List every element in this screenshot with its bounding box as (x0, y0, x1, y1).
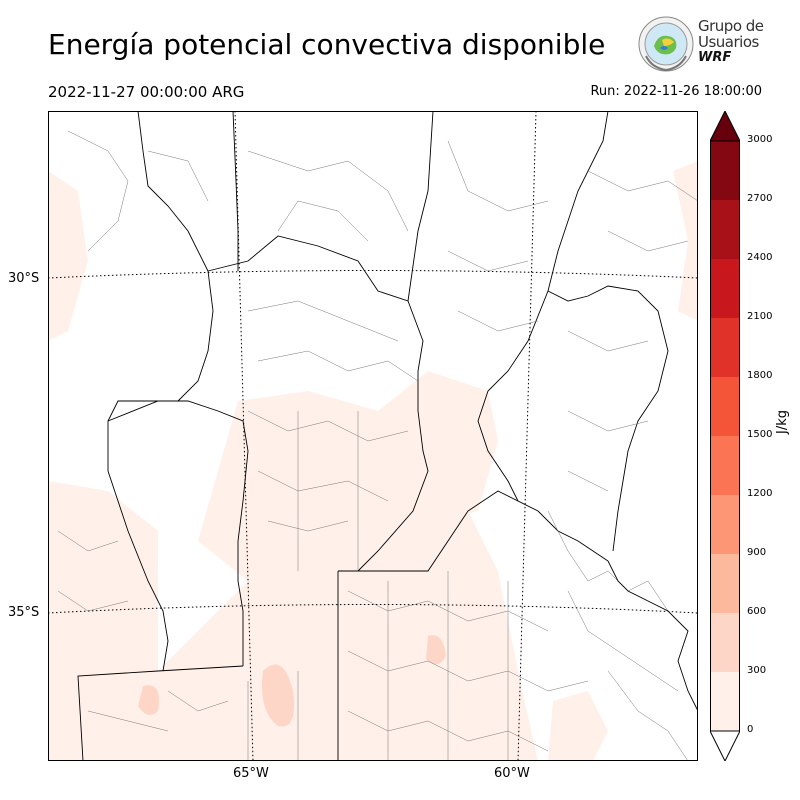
colorbar (710, 111, 740, 761)
meridian-60w (517, 111, 537, 761)
page-title: Energía potencial convectiva disponible (48, 28, 606, 61)
run-time: Run: 2022-11-26 18:00:00 (590, 84, 762, 99)
map-panel (48, 111, 698, 761)
logo-text-line1: Grupo de (698, 17, 764, 35)
cape-area-northwest (48, 171, 88, 341)
cape-area-southwest (48, 511, 538, 761)
colorbar-bin (710, 318, 740, 377)
cape-patch-3 (426, 635, 446, 665)
cape-patch-1 (262, 664, 294, 727)
colorbar-bin (710, 495, 740, 554)
logo: Grupo de Usuarios WRF (638, 16, 768, 72)
coastline (607, 560, 698, 712)
colorbar-unit-label: J/kg (775, 410, 790, 434)
department-boundaries (57, 130, 698, 761)
colorbar-extend-max (710, 111, 740, 142)
colorbar-tick-label: 0 (747, 724, 754, 735)
colorbar-tick-label: 1200 (747, 488, 773, 499)
lon-label-60w: 60°W (494, 766, 530, 781)
lat-label-35s: 35°S (8, 605, 40, 620)
cape-patch-2 (138, 685, 159, 715)
colorbar-bin (710, 259, 740, 318)
cape-shading (48, 161, 698, 761)
colorbar-tick-label: 300 (747, 665, 767, 676)
parallel-30s (48, 270, 698, 279)
colorbar-tick-label: 1800 (747, 370, 773, 381)
cape-area-northeast (673, 161, 698, 321)
cape-area-west (48, 481, 158, 671)
lon-label-65w: 65°W (233, 766, 269, 781)
colorbar-bin (710, 200, 740, 259)
colorbar-tick-label: 2700 (747, 193, 773, 204)
logo-text-wrf: WRF (698, 50, 732, 65)
cape-area-southeast (548, 691, 608, 761)
colorbar-tick-label: 600 (747, 606, 767, 617)
colorbar-bin (710, 141, 740, 200)
logo-text-line2: Usuarios (698, 33, 759, 51)
colorbar-tick-label: 2400 (747, 252, 773, 263)
logo-emblem-icon (638, 16, 694, 72)
colorbar-bin (710, 672, 740, 731)
meridian-65w (234, 111, 254, 761)
province-boundaries (77, 111, 669, 761)
lat-label-30s: 30°S (8, 271, 40, 286)
graticule (48, 111, 698, 761)
colorbar-bin (710, 377, 740, 436)
colorbar-tick-label: 3000 (747, 134, 773, 145)
cape-shading-300 (138, 635, 446, 727)
colorbar-tick-label: 1500 (747, 429, 773, 440)
valid-time: 2022-11-27 00:00:00 ARG (48, 83, 245, 101)
colorbar-tick-label: 900 (747, 547, 767, 558)
colorbar-bin (710, 436, 740, 495)
parallel-35s (48, 604, 698, 614)
colorbar-tick-label: 2100 (747, 311, 773, 322)
colorbar-extend-min (710, 730, 740, 761)
colorbar-outline (710, 140, 740, 732)
colorbar-bin (710, 554, 740, 613)
colorbar-bin (710, 613, 740, 672)
